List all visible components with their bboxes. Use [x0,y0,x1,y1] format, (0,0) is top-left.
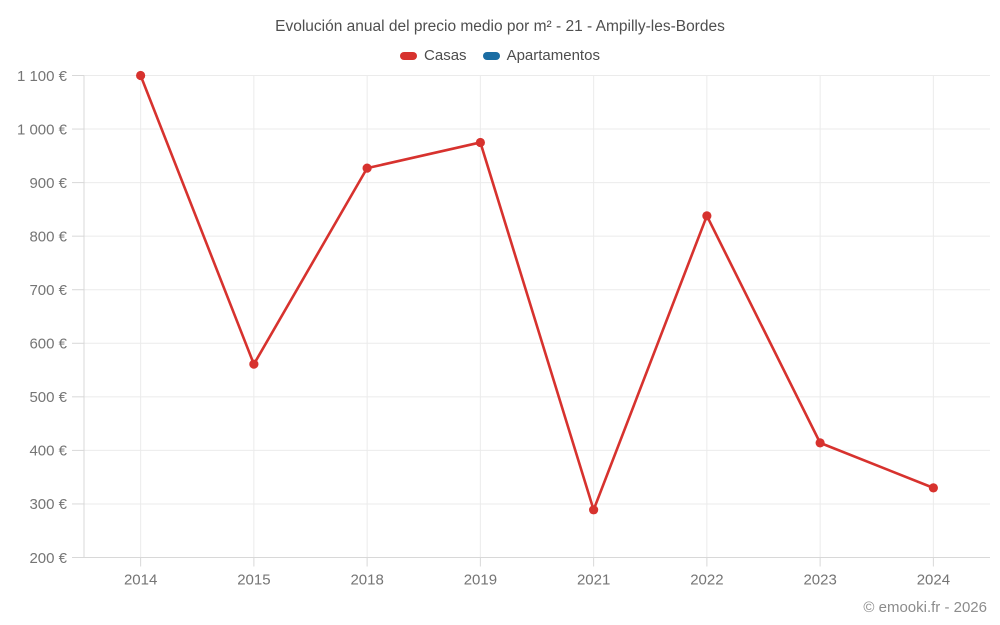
y-tick-label: 500 € [29,389,67,406]
legend: Casas Apartamentos [0,47,1000,64]
legend-item-apartamentos[interactable]: Apartamentos [482,47,600,64]
data-point[interactable] [249,359,259,369]
axes [72,75,990,567]
chart-title: Evolución anual del precio medio por m² … [275,18,725,35]
x-tick-label: 2024 [917,572,950,589]
x-tick-label: 2019 [464,572,497,589]
casas-swatch-icon [400,51,418,60]
data-point[interactable] [475,137,485,148]
data-point[interactable] [362,163,372,173]
x-tick-label: 2015 [237,572,270,589]
apartamentos-swatch-icon [482,51,500,60]
data-point[interactable] [702,211,712,221]
legend-label-apartamentos: Apartamentos [506,47,600,64]
x-tick-label: 2022 [690,572,723,589]
data-point[interactable] [928,483,938,493]
legend-item-casas[interactable]: Casas [400,47,467,64]
series-line [139,74,935,512]
x-tick-label: 2021 [577,572,610,589]
series-casas [136,70,938,515]
data-point[interactable] [589,505,599,515]
y-tick-label: 900 € [29,175,67,192]
x-tick-label: 2023 [803,572,836,589]
y-tick-label: 1 000 € [17,121,68,138]
y-tick-label: 600 € [29,336,67,353]
data-point[interactable] [136,70,146,81]
y-tick-label: 200 € [29,550,67,567]
axis-labels: 200 € 300 € 400 € 500 € 600 € 700 € 800 € 900 €… [17,68,950,589]
data-point[interactable] [815,438,825,448]
legend-label-casas: Casas [424,47,467,64]
x-tick-label: 2014 [124,572,157,589]
y-tick-label: 300 € [29,496,67,513]
y-tick-label: 400 € [29,443,67,460]
gridlines [84,75,990,558]
y-tick-label: 800 € [29,228,67,245]
y-tick-label: 700 € [29,282,67,299]
x-tick-label: 2018 [350,572,383,589]
credit: © emooki.fr - 2026 [863,599,987,616]
y-tick-label: 1 100 € [17,68,68,85]
